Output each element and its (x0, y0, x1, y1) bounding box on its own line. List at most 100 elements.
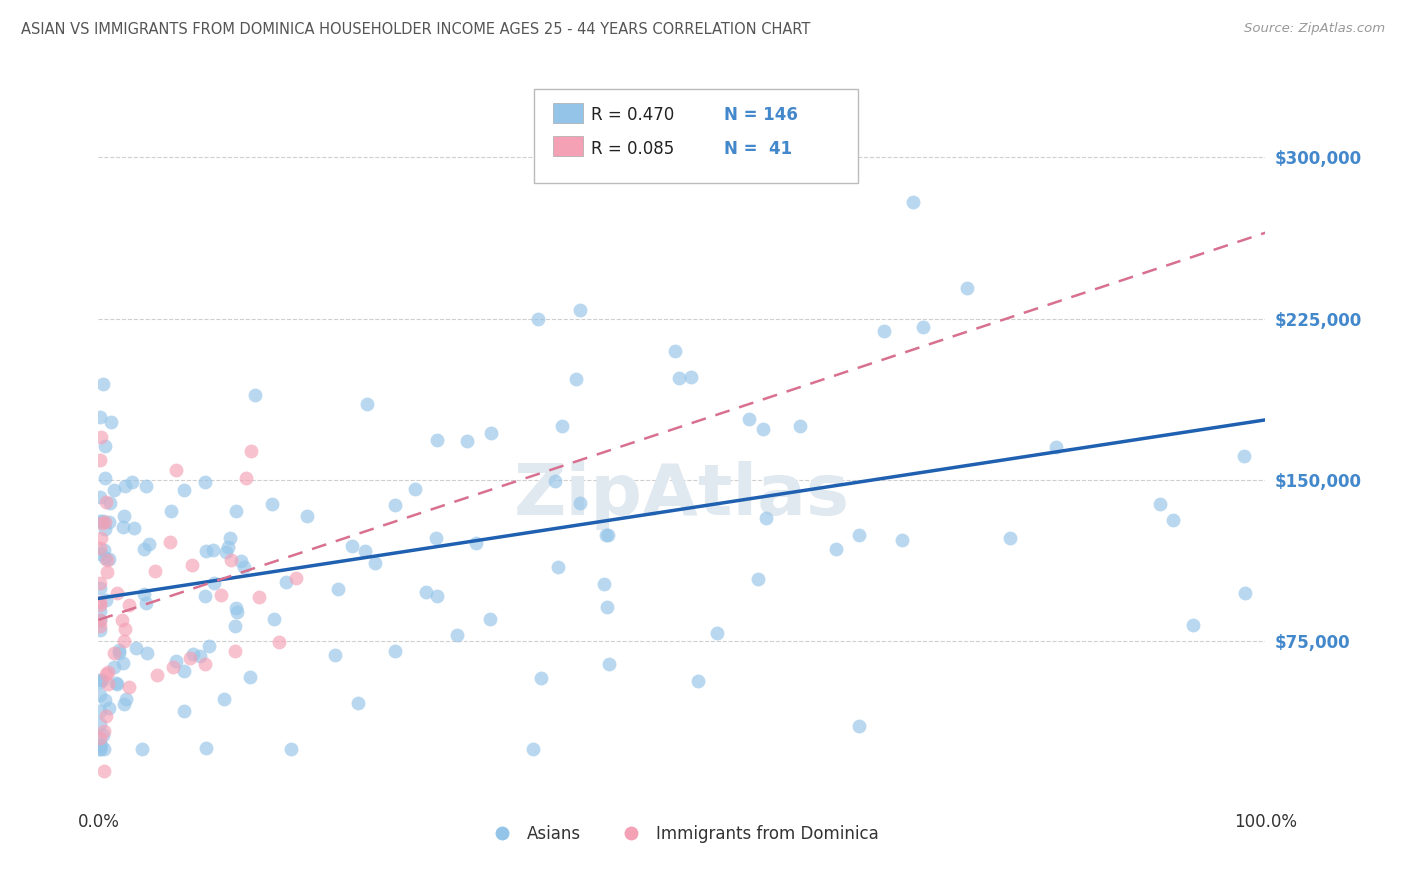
Point (93, 550, 115, 565)
Point (105, 586, 128, 600)
Point (1000, 531, 1022, 545)
Point (93, 723, 115, 738)
Point (124, 641, 146, 656)
Point (224, 618, 246, 632)
Point (90, 531, 112, 545)
Point (181, 647, 204, 661)
Point (105, 677, 128, 691)
Point (328, 582, 350, 596)
Point (565, 372, 588, 386)
Point (93, 693, 115, 707)
Point (89, 731, 111, 745)
Point (225, 503, 247, 517)
Point (179, 651, 201, 665)
Point (274, 574, 297, 589)
Point (346, 696, 368, 710)
Point (569, 302, 592, 317)
Point (90, 430, 112, 444)
Point (194, 475, 217, 490)
Point (323, 648, 346, 662)
Point (89, 452, 111, 467)
Point (364, 556, 387, 570)
Point (159, 535, 181, 549)
Point (89, 619, 111, 633)
Point (912, 320, 935, 334)
Point (89, 624, 111, 638)
Point (138, 536, 160, 550)
Point (404, 482, 426, 496)
Point (89, 604, 111, 618)
Point (194, 740, 217, 755)
Point (209, 588, 232, 602)
Point (465, 535, 488, 549)
Point (132, 587, 155, 601)
Point (89, 613, 111, 627)
Text: Source: ZipAtlas.com: Source: ZipAtlas.com (1244, 22, 1385, 36)
Point (384, 498, 406, 512)
Point (789, 419, 811, 434)
Text: ASIAN VS IMMIGRANTS FROM DOMINICA HOUSEHOLDER INCOME AGES 25 - 44 YEARS CORRELAT: ASIAN VS IMMIGRANTS FROM DOMINICA HOUSEH… (21, 22, 810, 37)
Point (93, 377, 115, 392)
Point (1149, 497, 1171, 511)
Point (221, 553, 243, 567)
Point (848, 719, 870, 733)
Point (217, 540, 239, 554)
Point (143, 564, 166, 578)
Point (96, 565, 118, 579)
Point (94, 522, 117, 536)
Point (547, 560, 569, 574)
Point (245, 388, 267, 402)
Point (112, 509, 135, 524)
Text: N =  41: N = 41 (724, 140, 792, 158)
Point (224, 644, 246, 658)
Point (225, 601, 247, 615)
Point (89, 742, 111, 756)
Point (295, 508, 318, 523)
Point (118, 598, 141, 612)
Point (103, 646, 125, 660)
Point (98, 515, 121, 529)
Point (91, 673, 114, 687)
Point (89, 704, 111, 718)
Point (384, 644, 406, 658)
Point (131, 742, 153, 756)
Point (89, 514, 111, 528)
Point (738, 412, 761, 426)
Point (891, 533, 914, 547)
Point (165, 463, 187, 477)
Point (426, 433, 449, 447)
Point (415, 584, 437, 599)
Point (89, 599, 111, 613)
Point (664, 344, 686, 359)
Point (1233, 586, 1256, 600)
Point (96, 592, 118, 607)
Point (103, 483, 125, 497)
Point (112, 634, 135, 648)
Point (97, 700, 120, 714)
Point (752, 422, 775, 436)
Point (901, 195, 924, 210)
Point (551, 418, 574, 433)
Point (446, 628, 468, 642)
Point (226, 605, 249, 619)
Point (686, 674, 709, 689)
Point (89, 490, 111, 504)
Point (568, 495, 591, 509)
Point (456, 434, 478, 449)
Point (342, 539, 364, 553)
Point (596, 528, 619, 542)
Point (122, 521, 145, 535)
Point (426, 589, 449, 603)
Point (873, 324, 896, 338)
Point (239, 443, 262, 458)
Point (194, 657, 217, 671)
Point (201, 543, 224, 558)
Point (89, 541, 111, 555)
Point (114, 691, 136, 706)
Text: ZipAtlas: ZipAtlas (515, 461, 849, 530)
Text: R = 0.470: R = 0.470 (591, 106, 673, 124)
Point (194, 590, 217, 604)
Point (479, 425, 502, 440)
Point (527, 312, 550, 326)
Point (93, 742, 115, 756)
